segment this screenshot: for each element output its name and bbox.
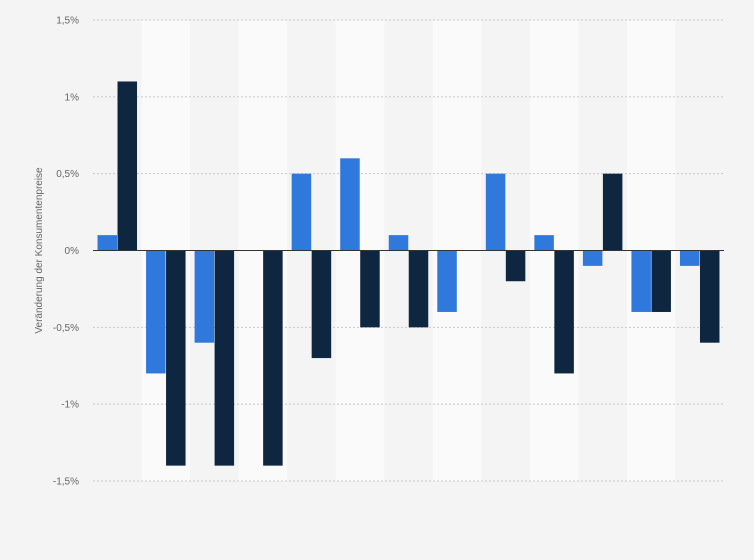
bar[interactable] — [679, 250, 700, 266]
bar[interactable] — [360, 250, 380, 328]
bar[interactable] — [631, 250, 651, 312]
bar[interactable] — [97, 235, 118, 251]
bar[interactable] — [146, 250, 166, 374]
bar[interactable] — [388, 235, 409, 251]
bar[interactable] — [534, 235, 554, 251]
bar[interactable] — [214, 250, 235, 466]
bar[interactable] — [485, 173, 506, 251]
y-tick-label: -0,5% — [53, 323, 79, 334]
bar[interactable] — [166, 250, 186, 466]
bars — [97, 81, 720, 466]
bar[interactable] — [582, 250, 603, 266]
y-tick-label: 1% — [65, 92, 80, 103]
bar[interactable] — [194, 250, 215, 343]
y-axis-label: Veränderung der Konsumentenpreise — [34, 167, 45, 334]
y-tick-label: 0% — [65, 246, 80, 257]
bar[interactable] — [408, 250, 429, 328]
y-tick-label: 0,5% — [56, 169, 79, 180]
bar[interactable] — [505, 250, 526, 282]
bar[interactable] — [651, 250, 671, 312]
bar[interactable] — [699, 250, 720, 343]
bar[interactable] — [117, 81, 138, 251]
bar[interactable] — [311, 250, 332, 359]
y-tick-label: -1% — [61, 400, 79, 411]
bar[interactable] — [437, 250, 457, 312]
bar[interactable] — [263, 250, 283, 466]
y-tick-label: -1,5% — [53, 477, 79, 488]
bar[interactable] — [602, 173, 623, 251]
bar[interactable] — [340, 158, 360, 251]
y-tick-label: 1,5% — [56, 16, 79, 27]
bar[interactable] — [291, 173, 312, 251]
y-axis-ticks: 1,5% 1% 0,5% 0% -0,5% -1% -1,5% — [53, 16, 79, 488]
bar[interactable] — [554, 250, 574, 374]
